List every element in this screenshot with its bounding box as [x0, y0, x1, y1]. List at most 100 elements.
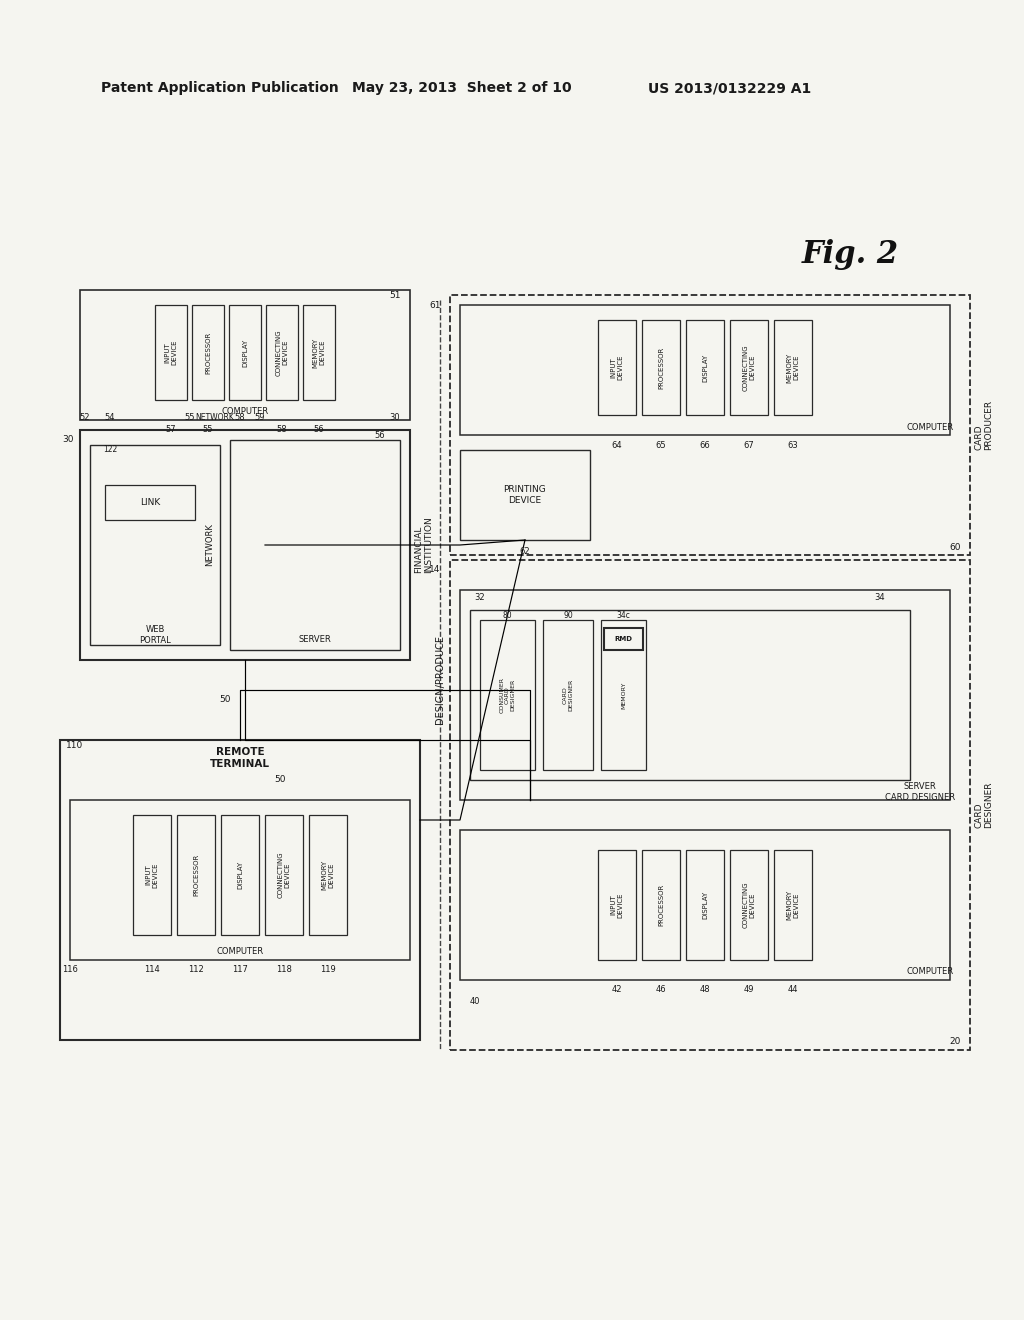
Text: 65: 65: [655, 441, 667, 450]
Bar: [105, 484, 195, 520]
Text: 56: 56: [313, 425, 325, 434]
Text: 50: 50: [274, 776, 286, 784]
Bar: [450, 294, 970, 554]
Bar: [730, 850, 768, 960]
Bar: [155, 305, 187, 400]
Text: CONNECTING
DEVICE: CONNECTING DEVICE: [275, 329, 289, 376]
Text: 118: 118: [276, 965, 292, 974]
Text: CONSUMER
CARD
DESIGNER: CONSUMER CARD DESIGNER: [500, 677, 516, 713]
Text: MEMORY
DEVICE: MEMORY DEVICE: [786, 352, 800, 383]
Text: DESIGN/PRODUCE: DESIGN/PRODUCE: [435, 635, 445, 725]
Text: INPUT
DEVICE: INPUT DEVICE: [165, 339, 177, 366]
Text: 114: 114: [144, 965, 160, 974]
Text: 32: 32: [475, 594, 485, 602]
Text: 122: 122: [102, 446, 117, 454]
Text: Fig. 2: Fig. 2: [802, 239, 899, 271]
Text: DISPLAY: DISPLAY: [242, 338, 248, 367]
Text: PROCESSOR: PROCESSOR: [205, 331, 211, 374]
Text: 63: 63: [787, 441, 799, 450]
Text: REMOTE
TERMINAL: REMOTE TERMINAL: [210, 747, 270, 768]
Text: DISPLAY: DISPLAY: [702, 891, 708, 919]
Text: NETWORK: NETWORK: [196, 413, 234, 422]
Bar: [230, 440, 400, 649]
Text: 40: 40: [470, 998, 480, 1006]
Bar: [450, 560, 970, 1049]
Text: PRINTING
DEVICE: PRINTING DEVICE: [504, 486, 547, 504]
Text: 46: 46: [655, 986, 667, 994]
Text: 64: 64: [611, 441, 623, 450]
Text: 90: 90: [563, 610, 572, 619]
Bar: [480, 620, 535, 770]
Text: 34c: 34c: [616, 610, 631, 619]
Bar: [460, 305, 950, 436]
Text: COMPUTER: COMPUTER: [216, 948, 263, 957]
Bar: [460, 830, 950, 979]
Text: 58: 58: [234, 413, 246, 422]
Text: FINANCIAL
INSTITUTION: FINANCIAL INSTITUTION: [414, 516, 433, 573]
Bar: [686, 850, 724, 960]
Text: MEMORY: MEMORY: [621, 681, 626, 709]
Text: LINK: LINK: [140, 498, 160, 507]
Text: 14: 14: [429, 565, 440, 574]
Text: INPUT
DEVICE: INPUT DEVICE: [145, 862, 159, 888]
Text: 60: 60: [949, 543, 961, 552]
Text: 48: 48: [699, 986, 711, 994]
Text: CARD
DESIGNER: CARD DESIGNER: [562, 678, 573, 711]
Text: 52: 52: [80, 413, 90, 422]
Bar: [229, 305, 261, 400]
Text: 67: 67: [743, 441, 755, 450]
Bar: [774, 319, 812, 414]
Bar: [177, 814, 215, 935]
Text: 54: 54: [104, 413, 116, 422]
Text: 59: 59: [255, 413, 265, 422]
Text: CARD
DESIGNER: CARD DESIGNER: [974, 781, 993, 828]
Text: 57: 57: [166, 425, 176, 434]
Bar: [460, 450, 590, 540]
Text: 49: 49: [743, 986, 755, 994]
Text: MEMORY
DEVICE: MEMORY DEVICE: [786, 890, 800, 920]
Text: CONNECTING
DEVICE: CONNECTING DEVICE: [742, 345, 756, 391]
Text: COMPUTER: COMPUTER: [221, 408, 268, 417]
Text: SERVER
CARD DESIGNER: SERVER CARD DESIGNER: [885, 783, 955, 801]
Text: 56: 56: [375, 430, 385, 440]
Text: COMPUTER: COMPUTER: [906, 422, 953, 432]
Text: 117: 117: [232, 965, 248, 974]
Text: 58: 58: [276, 425, 288, 434]
Bar: [543, 620, 593, 770]
Bar: [470, 610, 910, 780]
Text: INPUT
DEVICE: INPUT DEVICE: [610, 355, 624, 380]
Text: 30: 30: [62, 436, 74, 445]
Bar: [80, 430, 410, 660]
Text: PROCESSOR: PROCESSOR: [193, 854, 199, 896]
Bar: [601, 620, 646, 770]
Bar: [193, 305, 224, 400]
Text: 80: 80: [503, 610, 512, 619]
Text: CONNECTING
DEVICE: CONNECTING DEVICE: [278, 851, 291, 899]
Bar: [70, 800, 410, 960]
Text: 42: 42: [611, 986, 623, 994]
Text: INPUT
DEVICE: INPUT DEVICE: [610, 892, 624, 917]
Text: 44: 44: [787, 986, 799, 994]
Text: PROCESSOR: PROCESSOR: [658, 884, 664, 927]
Text: MEMORY
DEVICE: MEMORY DEVICE: [312, 338, 326, 368]
Text: RMD: RMD: [614, 636, 633, 642]
Text: MEMORY
DEVICE: MEMORY DEVICE: [322, 859, 335, 890]
Text: 116: 116: [62, 965, 78, 974]
Text: 50: 50: [219, 696, 230, 705]
Bar: [774, 850, 812, 960]
Text: 110: 110: [67, 741, 84, 750]
Bar: [90, 445, 220, 645]
Text: 66: 66: [699, 441, 711, 450]
Text: CONNECTING
DEVICE: CONNECTING DEVICE: [742, 882, 756, 928]
Text: 119: 119: [321, 965, 336, 974]
Bar: [80, 290, 410, 420]
Text: 51: 51: [389, 290, 400, 300]
Text: 55: 55: [184, 413, 196, 422]
Text: DISPLAY: DISPLAY: [702, 354, 708, 381]
Text: COMPUTER: COMPUTER: [906, 968, 953, 977]
Bar: [604, 628, 643, 649]
Bar: [598, 850, 636, 960]
Text: May 23, 2013  Sheet 2 of 10: May 23, 2013 Sheet 2 of 10: [352, 81, 571, 95]
Bar: [266, 305, 298, 400]
Text: SERVER: SERVER: [299, 635, 332, 644]
